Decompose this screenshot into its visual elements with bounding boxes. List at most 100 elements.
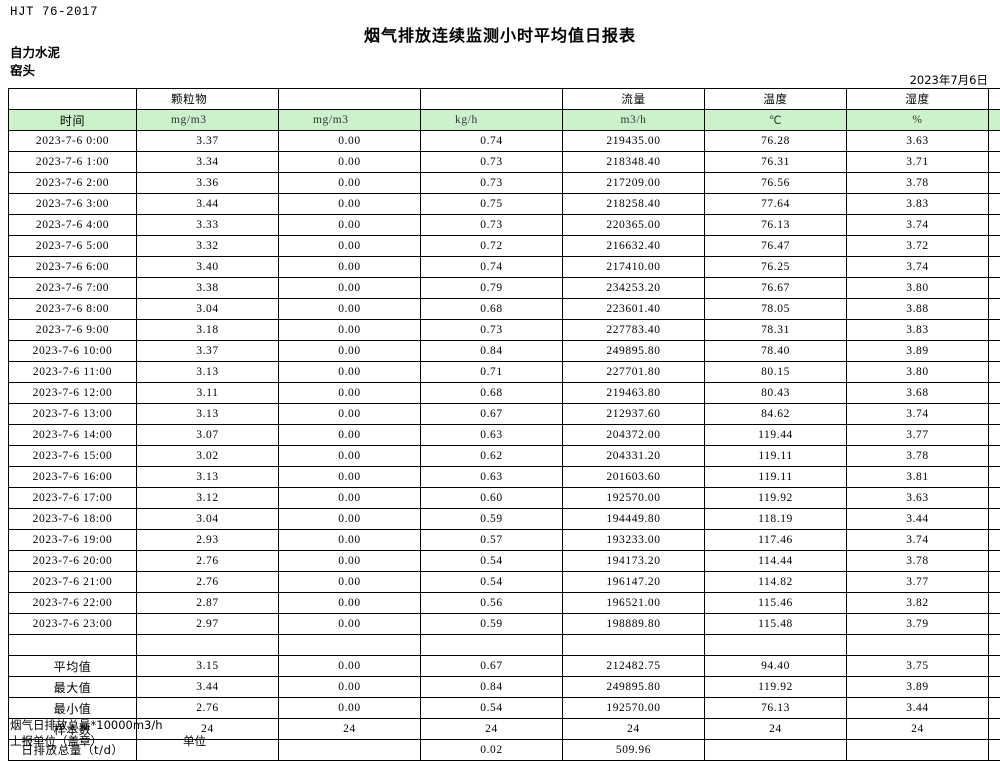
cell-time: 2023-7-6 2:00	[9, 173, 137, 194]
cell-value: 0.67	[421, 656, 563, 677]
cell-value: 0.57	[421, 530, 563, 551]
header-humidity: 湿度	[847, 89, 989, 110]
cell-value: 0.00	[279, 257, 421, 278]
unit-col-2: mg/m3	[279, 110, 421, 131]
cell-value: 3.13	[137, 362, 279, 383]
cell-value: 78.05	[705, 299, 847, 320]
cell-value: 76.56	[705, 173, 847, 194]
unit-pressure: Pa	[989, 110, 1000, 131]
cell-value: 3.36	[137, 173, 279, 194]
cell-time: 2023-7-6 19:00	[9, 530, 137, 551]
cell-value: 249895.80	[563, 341, 705, 362]
cell-value: 509.96	[563, 740, 705, 761]
cell-value: 3.74	[847, 257, 989, 278]
cell-value: 0.73	[421, 320, 563, 341]
cell-value: 24	[279, 719, 421, 740]
cell-blank	[9, 635, 137, 656]
cell-value: 0.00	[279, 698, 421, 719]
cell-value: 0.59	[421, 614, 563, 635]
cell-value: 227701.80	[563, 362, 705, 383]
cell-value: 0.00	[279, 614, 421, 635]
cell-value: 220365.00	[563, 215, 705, 236]
company-name: 自力水泥	[10, 42, 60, 61]
cell-time: 2023-7-6 12:00	[9, 383, 137, 404]
cell-value: 166.21	[989, 215, 1000, 236]
cell-value: 151.58	[989, 425, 1000, 446]
cell-value: 125.53	[989, 488, 1000, 509]
cell-value: 3.37	[137, 341, 279, 362]
table-row: 2023-7-6 6:00 3.40 0.00 0.74 217410.00 7…	[9, 257, 1000, 278]
cell-value: 3.74	[847, 530, 989, 551]
cell-value: 115.46	[705, 593, 847, 614]
cell-value: 217209.00	[563, 173, 705, 194]
cell-value: 193233.00	[563, 530, 705, 551]
cell-value: 24	[989, 719, 1000, 740]
footnote-reporting-unit: 上报单位（盖章）	[10, 733, 102, 749]
cell-value: 123.62	[989, 593, 1000, 614]
table-row: 2023-7-6 22:00 2.87 0.00 0.56 196521.00 …	[9, 593, 1000, 614]
cell-value: 0.00	[279, 677, 421, 698]
cell-value: 157.87	[989, 446, 1000, 467]
cell-value: 76.13	[705, 698, 847, 719]
cell-time: 2023-7-6 23:00	[9, 614, 137, 635]
cell-value	[137, 740, 279, 761]
cell-value: 0.00	[279, 320, 421, 341]
cell-blank	[137, 635, 279, 656]
cell-value: 24	[847, 719, 989, 740]
cell-value: 0.79	[421, 278, 563, 299]
cell-value: 0.68	[421, 383, 563, 404]
cell-value: 76.25	[705, 257, 847, 278]
table-row: 2023-7-6 7:00 3.38 0.00 0.79 234253.20 7…	[9, 278, 1000, 299]
cell-value: 3.78	[847, 446, 989, 467]
cell-time: 2023-7-6 4:00	[9, 215, 137, 236]
cell-value: 0.00	[279, 656, 421, 677]
cell-value: 120.42	[989, 530, 1000, 551]
cell-value: 3.89	[847, 341, 989, 362]
cell-value: 3.72	[847, 236, 989, 257]
cell-time: 2023-7-6 9:00	[9, 320, 137, 341]
cell-value: 0.67	[421, 404, 563, 425]
cell-value: 77.64	[705, 194, 847, 215]
table-row: 2023-7-6 2:00 3.36 0.00 0.73 217209.00 7…	[9, 173, 1000, 194]
cell-value: 204372.00	[563, 425, 705, 446]
cell-value: 0.84	[421, 341, 563, 362]
cell-value: 0.59	[421, 509, 563, 530]
cell-value: 198889.80	[563, 614, 705, 635]
cell-value: 3.40	[137, 257, 279, 278]
spacer-row	[9, 635, 1000, 656]
cell-value: 194173.20	[563, 551, 705, 572]
cell-value: 78.31	[705, 320, 847, 341]
cell-value: 3.44	[847, 509, 989, 530]
unit-humidity: %	[847, 110, 989, 131]
cell-time: 2023-7-6 17:00	[9, 488, 137, 509]
cell-time: 2023-7-6 10:00	[9, 341, 137, 362]
table-row: 2023-7-6 0:00 3.37 0.00 0.74 219435.00 7…	[9, 131, 1000, 152]
cell-time: 2023-7-6 6:00	[9, 257, 137, 278]
cell-value: 0.73	[421, 215, 563, 236]
cell-value: 119.92	[705, 677, 847, 698]
summary-row-daily-total: 日排放总量（t/d） 0.02 509.96	[9, 740, 1000, 761]
header-time: 时间	[9, 110, 137, 131]
cell-value: 2.76	[137, 551, 279, 572]
cell-value: 219435.00	[563, 131, 705, 152]
cell-value: 3.78	[847, 551, 989, 572]
cell-value: 0.00	[279, 530, 421, 551]
cell-value	[989, 740, 1000, 761]
cell-value: 0.73	[421, 152, 563, 173]
table-row: 2023-7-6 3:00 3.44 0.00 0.75 218258.40 7…	[9, 194, 1000, 215]
cell-value: 249895.80	[563, 677, 705, 698]
unit-temperature: ℃	[705, 110, 847, 131]
cell-value: 3.77	[847, 572, 989, 593]
cell-value: 0.72	[421, 236, 563, 257]
summary-row-max: 最大值 3.44 0.00 0.84 249895.80 119.92 3.89…	[9, 677, 1000, 698]
cell-value: 114.82	[705, 572, 847, 593]
cell-value: 0.75	[421, 194, 563, 215]
summary-row-average: 平均值 3.15 0.00 0.67 212482.75 94.40 3.75 …	[9, 656, 1000, 677]
cell-value: 0.00	[279, 236, 421, 257]
summary-label: 平均值	[9, 656, 137, 677]
cell-value: 3.77	[847, 425, 989, 446]
cell-value: 162.64	[989, 152, 1000, 173]
cell-time: 2023-7-6 5:00	[9, 236, 137, 257]
cell-value: 3.81	[847, 467, 989, 488]
cell-value: 0.00	[279, 173, 421, 194]
